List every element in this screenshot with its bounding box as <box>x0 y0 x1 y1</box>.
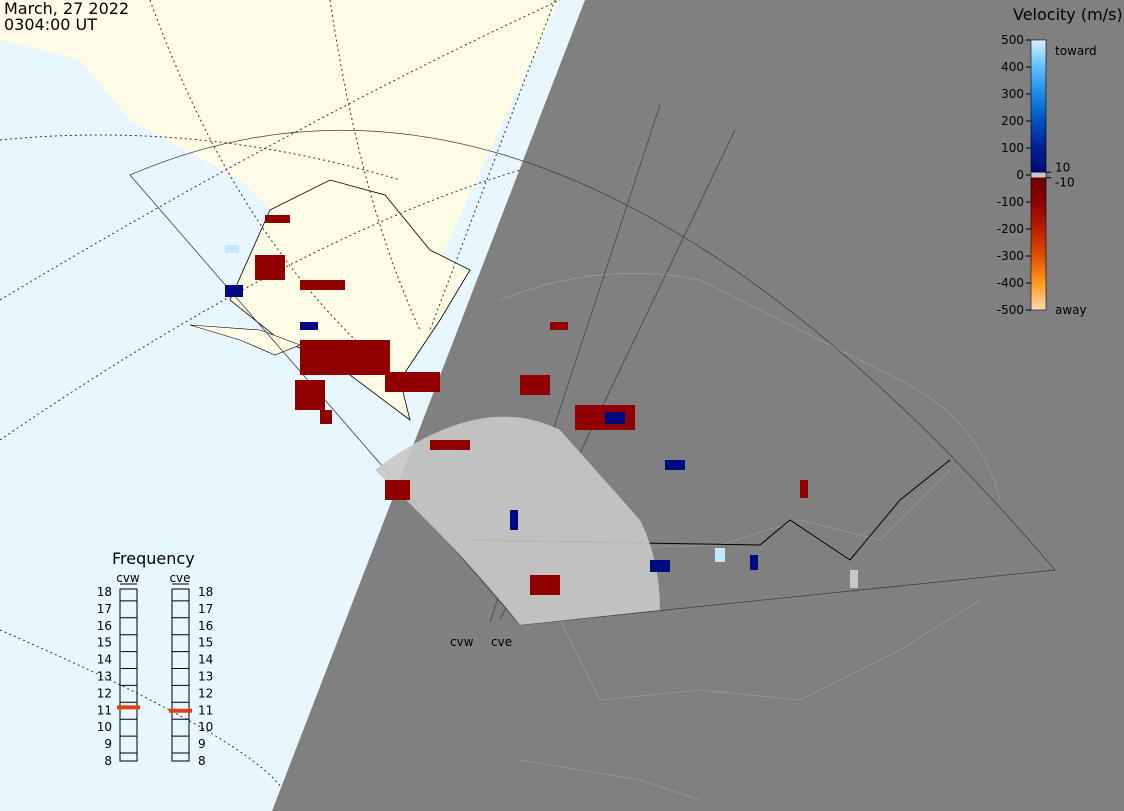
away-label: away <box>1055 303 1087 317</box>
time: 0304:00 UT <box>4 15 97 34</box>
frequency-tick-label: 18 <box>97 585 112 599</box>
colorbar-tick-label: 400 <box>1001 60 1024 74</box>
colorbar-tick-label: 100 <box>1001 141 1024 155</box>
alaska <box>229 179 471 421</box>
frequency-tick-label: 16 <box>198 619 213 633</box>
radar-name: cvw <box>116 571 140 585</box>
frequency-tick-label: 11 <box>97 703 112 717</box>
frequency-tick-label: 8 <box>104 754 112 768</box>
frequency-tick-label: 16 <box>97 619 112 633</box>
night-side <box>272 0 1124 811</box>
date: March, 27 2022 <box>4 0 129 18</box>
frequency-tick-label: 11 <box>198 703 213 717</box>
station-label: cve <box>491 635 512 649</box>
frequency-box <box>119 588 138 762</box>
colorbar-tick-label: 200 <box>1001 114 1024 128</box>
frequency-tick-label: 15 <box>198 636 213 650</box>
frequency-tick-label: 15 <box>97 636 112 650</box>
colorbar-tick-label: -400 <box>997 276 1024 290</box>
colorbar-tick-label: -500 <box>997 303 1024 317</box>
colorbar-tick-label: 500 <box>1001 33 1024 47</box>
range-cells <box>225 215 858 625</box>
frequency-tick-label: 9 <box>104 737 112 751</box>
frequency-tick-label: 14 <box>97 653 112 667</box>
frequency-tick-label: 13 <box>97 670 112 684</box>
fov-outline <box>129 129 1056 626</box>
land <box>0 0 560 260</box>
frequency-tick-label: 12 <box>198 686 213 700</box>
frequency-tick-label: 10 <box>97 720 112 734</box>
frequency-marker <box>169 708 192 713</box>
colorbar-tick-label: 300 <box>1001 87 1024 101</box>
colorbar-tick-label: -200 <box>997 222 1024 236</box>
frequency-tick-label: 17 <box>97 602 112 616</box>
station-label: cvw <box>450 635 474 649</box>
radar-name: cve <box>169 571 190 585</box>
frequency-tick-label: 13 <box>198 670 213 684</box>
frequency-tick-label: 14 <box>198 653 213 667</box>
colorbar-inner-label: 10 <box>1055 160 1070 174</box>
colorbar-title: Velocity (m/s) <box>1013 5 1123 24</box>
toward-label: toward <box>1055 44 1097 58</box>
frequency-tick-label: 10 <box>198 720 213 734</box>
colorbar-inner-label: -10 <box>1055 176 1075 190</box>
colorbar-tick-label: -300 <box>997 249 1024 263</box>
frequency-marker <box>117 705 140 710</box>
frequency-tick-label: 17 <box>198 602 213 616</box>
colorbar-tick-label: 0 <box>1016 168 1024 182</box>
border <box>469 459 951 561</box>
frequency-tick-label: 9 <box>198 737 206 751</box>
frequency-tick-label: 8 <box>198 754 206 768</box>
frequency-tick-label: 12 <box>97 686 112 700</box>
frequency-title: Frequency <box>112 549 195 568</box>
colorbar <box>1030 39 1047 311</box>
peninsula <box>189 324 301 356</box>
colorbar-tick-label: -100 <box>997 195 1024 209</box>
frequency-box <box>171 588 190 762</box>
frequency-tick-label: 18 <box>198 585 213 599</box>
